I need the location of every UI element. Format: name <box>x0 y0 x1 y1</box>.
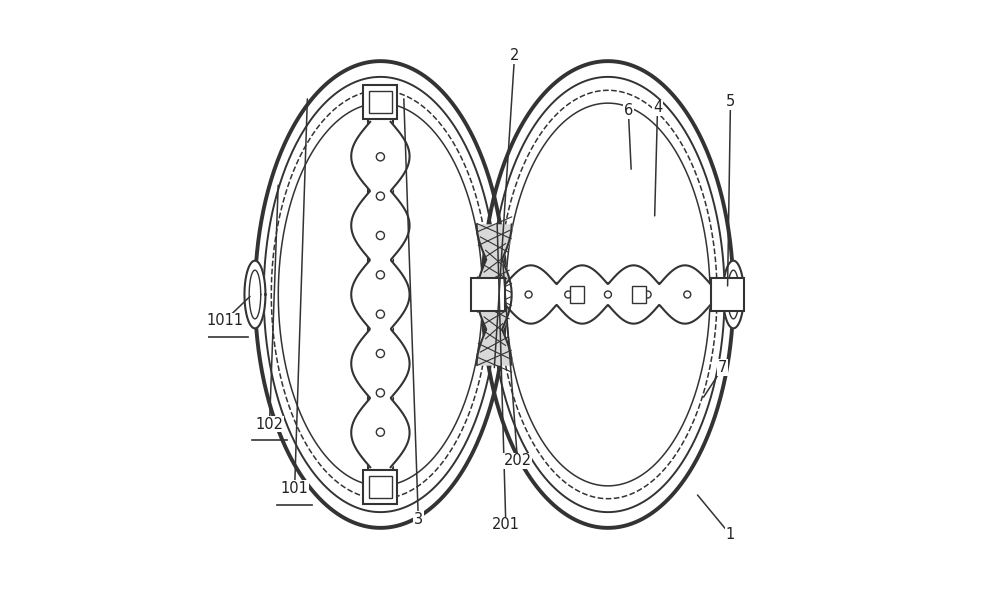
Polygon shape <box>723 261 744 328</box>
Circle shape <box>684 291 691 298</box>
Polygon shape <box>244 261 265 328</box>
Circle shape <box>376 389 384 397</box>
Text: 5: 5 <box>726 94 735 110</box>
Circle shape <box>604 291 611 298</box>
Bar <box>363 470 397 504</box>
Text: 4: 4 <box>653 100 662 115</box>
Bar <box>570 286 584 303</box>
Circle shape <box>644 291 651 298</box>
Circle shape <box>376 428 384 436</box>
Circle shape <box>376 153 384 161</box>
Text: 6: 6 <box>624 103 633 118</box>
Text: 102: 102 <box>256 416 284 432</box>
Text: 2: 2 <box>510 48 519 63</box>
Text: 1: 1 <box>726 527 735 542</box>
Bar <box>363 85 397 119</box>
Circle shape <box>376 192 384 200</box>
Text: 3: 3 <box>414 512 423 527</box>
Circle shape <box>376 349 384 358</box>
Circle shape <box>376 231 384 240</box>
Circle shape <box>376 271 384 279</box>
Text: 7: 7 <box>718 360 728 375</box>
Bar <box>369 476 392 498</box>
Text: 201: 201 <box>492 518 520 532</box>
Bar <box>369 91 392 113</box>
Circle shape <box>525 291 532 298</box>
Text: 202: 202 <box>503 454 532 468</box>
Text: 101: 101 <box>281 481 309 496</box>
Bar <box>471 277 505 312</box>
Circle shape <box>376 310 384 318</box>
Bar <box>711 277 744 312</box>
Bar <box>632 286 646 303</box>
Text: 1011: 1011 <box>206 313 243 328</box>
Circle shape <box>565 291 572 298</box>
